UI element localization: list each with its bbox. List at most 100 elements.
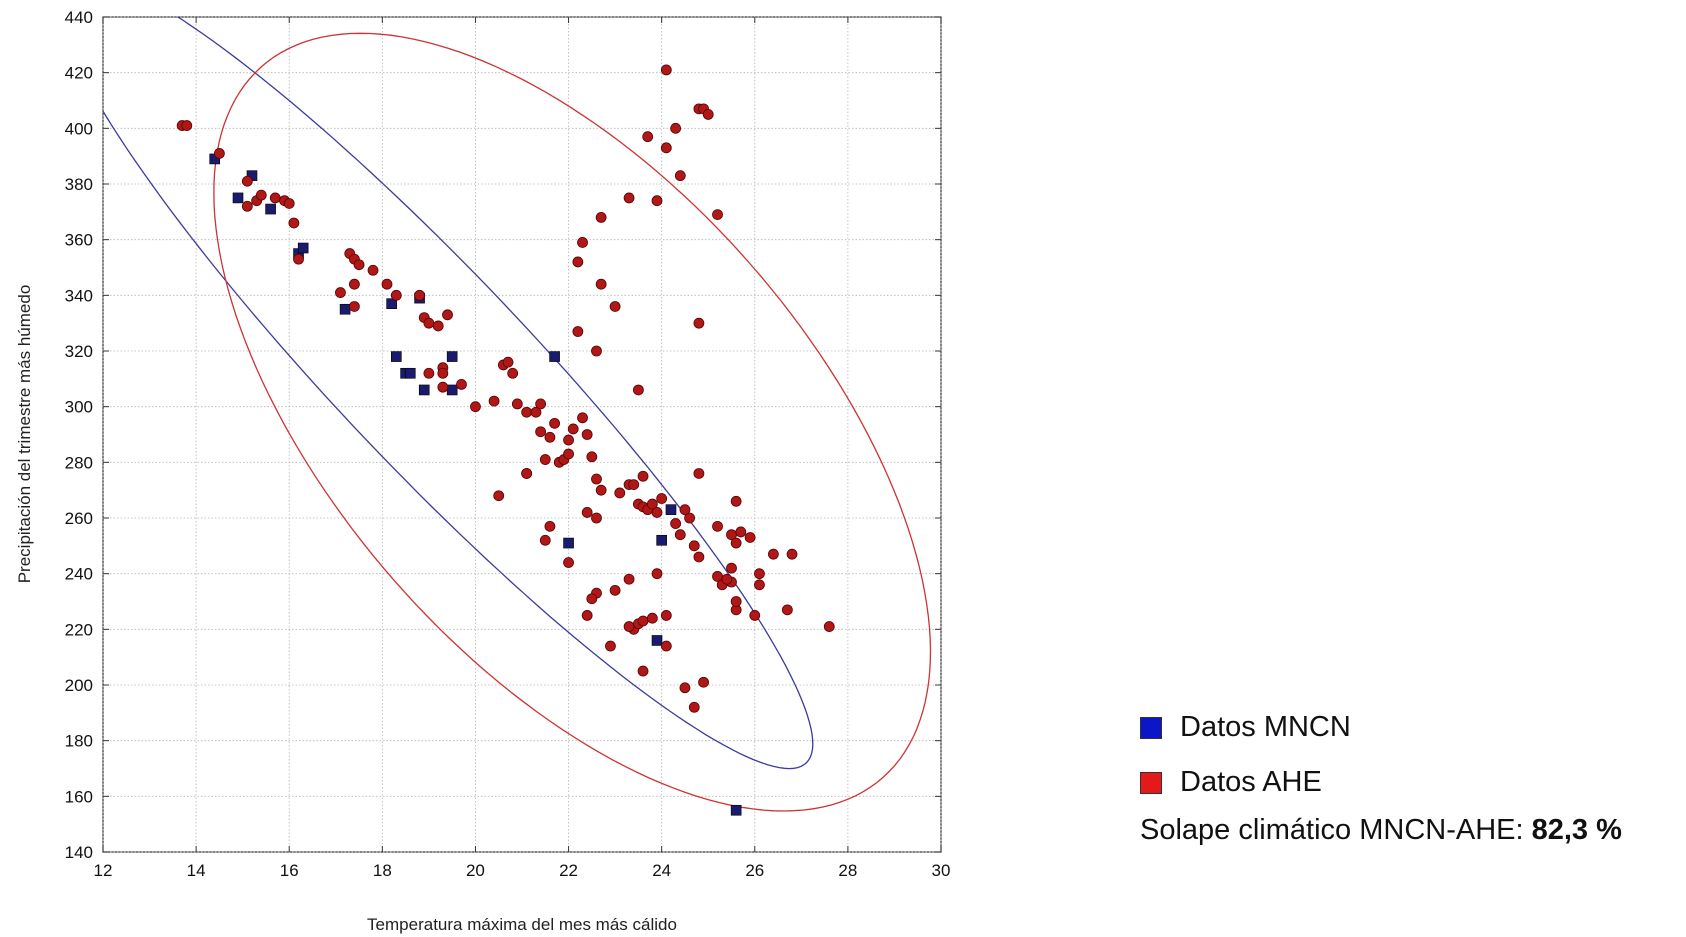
- legend-swatch-mncn: [1140, 716, 1162, 739]
- point-mncn: [265, 203, 276, 215]
- point-ahe: [730, 596, 742, 607]
- x-tick-label: 24: [652, 861, 671, 880]
- point-ahe: [656, 493, 668, 504]
- point-mncn: [390, 351, 402, 362]
- point-ahe: [507, 367, 519, 379]
- point-mncn: [665, 504, 677, 515]
- point-ahe: [595, 484, 607, 496]
- point-ahe: [688, 540, 700, 552]
- point-ahe: [335, 287, 346, 298]
- point-ahe: [749, 610, 761, 621]
- point-ahe: [595, 278, 607, 290]
- point-ahe: [572, 326, 584, 337]
- point-ahe: [702, 109, 714, 120]
- point-mncn: [404, 367, 416, 379]
- point-ahe: [651, 568, 663, 580]
- legend: Datos MNCN Datos AHE Solape climático MN…: [1140, 700, 1622, 847]
- point-mncn: [446, 384, 458, 396]
- point-ahe: [539, 454, 551, 465]
- point-ahe: [726, 562, 737, 574]
- point-ahe: [637, 470, 649, 482]
- point-ahe: [269, 192, 281, 204]
- overlap-label: Solape climático MNCN-AHE:: [1140, 814, 1532, 846]
- point-ahe: [283, 198, 295, 209]
- point-ahe: [637, 615, 649, 627]
- point-ahe: [623, 192, 635, 204]
- point-ahe: [591, 512, 602, 524]
- point-mncn: [418, 384, 430, 396]
- y-tick-label: 380: [65, 175, 93, 194]
- point-ahe: [679, 504, 691, 516]
- point-mncn: [730, 804, 742, 816]
- point-ahe: [730, 537, 742, 549]
- point-ahe: [511, 398, 523, 410]
- point-ahe: [781, 604, 793, 616]
- point-ahe: [549, 417, 560, 429]
- point-ahe: [563, 434, 574, 446]
- legend-item-ahe: Datos AHE: [1140, 755, 1622, 810]
- confidence-ellipses: [103, 17, 932, 812]
- point-ahe: [470, 401, 481, 413]
- point-ahe: [530, 406, 542, 418]
- point-ahe: [567, 423, 579, 435]
- point-ahe: [572, 256, 584, 268]
- point-ahe: [609, 584, 621, 596]
- x-tick-label: 22: [559, 861, 578, 880]
- point-ahe: [674, 170, 686, 182]
- point-ahe: [581, 507, 593, 518]
- legend-swatch-ahe: [1140, 771, 1162, 794]
- point-ahe: [768, 548, 779, 560]
- point-ahe: [581, 610, 593, 621]
- point-ahe: [288, 217, 300, 229]
- point-ahe: [544, 520, 556, 532]
- x-tick-label: 12: [94, 861, 113, 880]
- point-ahe: [213, 147, 225, 159]
- point-ahe: [586, 451, 598, 463]
- point-ahe: [712, 520, 723, 532]
- y-tick-label: 300: [65, 398, 93, 417]
- x-tick-label: 18: [373, 861, 392, 880]
- point-ahe: [521, 468, 533, 479]
- point-mncn: [549, 351, 560, 362]
- point-ahe: [754, 568, 765, 580]
- point-ahe: [577, 237, 588, 248]
- y-axis-label: Precipitación del trimestre más húmedo: [15, 285, 34, 584]
- point-ahe: [642, 131, 654, 143]
- point-ahe: [823, 621, 835, 632]
- overlap-note: Solape climático MNCN-AHE: 82,3 %: [1140, 814, 1622, 847]
- point-ahe: [563, 557, 574, 568]
- legend-label-ahe: Datos AHE: [1180, 766, 1322, 798]
- point-mncn: [656, 534, 667, 546]
- point-ahe: [693, 468, 705, 479]
- point-ahe: [688, 701, 700, 713]
- point-ahe: [730, 495, 742, 507]
- point-ahe: [628, 479, 640, 491]
- point-ahe: [241, 200, 253, 212]
- point-ahe: [563, 448, 574, 460]
- confidence-ellipse: [213, 32, 932, 812]
- plot-area: [102, 16, 942, 853]
- point-ahe: [423, 367, 435, 379]
- point-ahe: [241, 175, 253, 187]
- y-tick-label: 180: [65, 732, 93, 751]
- point-ahe: [414, 289, 425, 301]
- point-ahe: [353, 259, 365, 271]
- point-ahe: [651, 507, 663, 518]
- point-ahe: [684, 512, 695, 524]
- y-tick-label: 200: [65, 676, 93, 695]
- y-tick-label: 140: [65, 843, 93, 862]
- x-tick-label: 16: [280, 861, 299, 880]
- confidence-ellipse: [103, 17, 814, 770]
- point-ahe: [348, 301, 360, 312]
- point-ahe: [502, 356, 514, 368]
- point-ahe: [437, 381, 449, 393]
- y-tick-label: 320: [65, 342, 93, 361]
- point-ahe: [660, 142, 672, 154]
- y-tick-label: 240: [65, 565, 93, 584]
- x-tick-label: 30: [932, 861, 951, 880]
- x-tick-label: 26: [745, 861, 764, 880]
- point-mncn: [232, 192, 244, 204]
- point-ahe: [679, 682, 691, 694]
- point-ahe: [660, 610, 672, 621]
- point-ahe: [442, 309, 453, 321]
